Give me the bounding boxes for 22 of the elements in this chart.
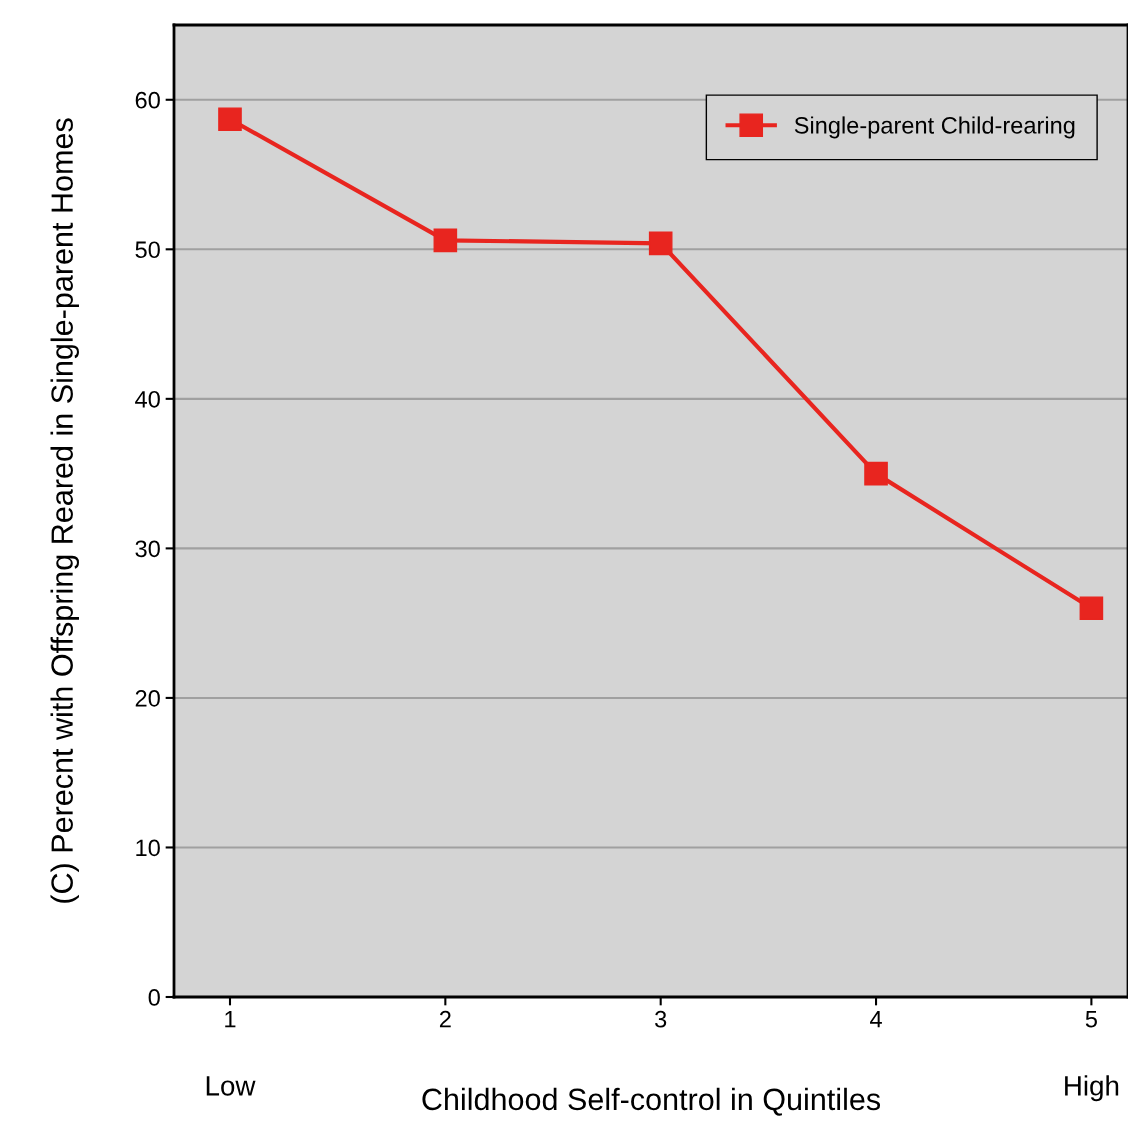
x-tick-label: 4	[870, 1011, 882, 1028]
text: High	[1065, 1075, 1119, 1102]
y-tick-label: 20	[135, 689, 160, 707]
legend-label: Single-parent Child-rearing	[794, 116, 1075, 139]
y-axis-title: (C) Perecnt with Offspring Reared in Single-parent Homes	[50, 118, 79, 903]
y-tick-label: 0	[148, 989, 160, 1006]
point	[433, 228, 458, 253]
y-tick-label: 60	[135, 91, 160, 109]
point	[218, 107, 242, 132]
y-tick-label: 30	[135, 540, 160, 558]
x-tick-label: 1	[225, 1011, 236, 1028]
y-tick-label: 40	[135, 390, 160, 408]
y-tick-label: 10	[136, 839, 160, 857]
x-tick-label: 5	[1085, 1011, 1097, 1028]
point	[864, 461, 888, 486]
x-tick-label: 2	[439, 1010, 451, 1028]
point	[1079, 596, 1104, 621]
point	[648, 231, 673, 256]
text: Low	[206, 1076, 256, 1096]
y-tick-label: 50	[135, 241, 160, 259]
x-axis-title: Childhood Self-control in Quintiles	[422, 1087, 881, 1116]
x-tick-label: 3	[655, 1010, 667, 1028]
